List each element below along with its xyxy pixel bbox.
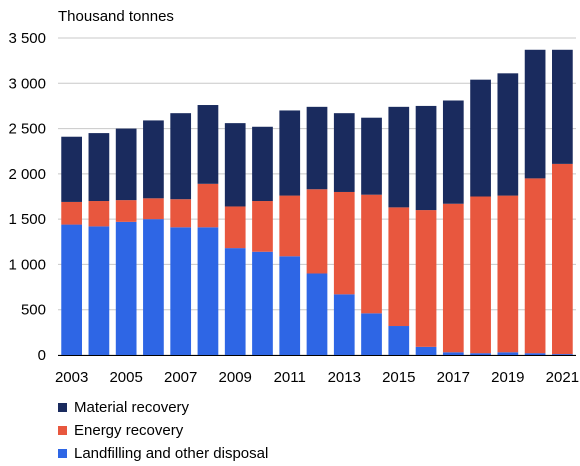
y-axis-unit-label: Thousand tonnes [58, 8, 174, 25]
bar-segment [415, 105, 437, 211]
bar-segment [361, 313, 382, 355]
bar-segment [61, 201, 82, 225]
y-tick-label: 0 [38, 347, 46, 364]
bar-segment [388, 106, 410, 208]
legend-item: Energy recovery [58, 419, 268, 442]
bar-segment [224, 248, 246, 355]
bar-segment [552, 163, 573, 355]
bar-segment [497, 195, 519, 353]
bar-segment [552, 49, 573, 164]
bar-segment [442, 352, 464, 355]
x-tick-label: 2009 [219, 369, 252, 386]
bar-segment [388, 326, 410, 355]
bar-segment [524, 353, 546, 355]
x-tick-label: 2019 [491, 369, 524, 386]
bar-segment [306, 189, 328, 274]
bar-segment [143, 120, 164, 199]
y-tick-label: 1 500 [8, 211, 46, 228]
x-tick-label: 2021 [546, 369, 579, 386]
bar-segment [306, 106, 328, 190]
x-tick-label: 2003 [55, 369, 88, 386]
bar-segment [88, 133, 110, 202]
legend-label: Landfilling and other disposal [74, 445, 269, 462]
x-tick-label: 2015 [382, 369, 415, 386]
bar-segment [552, 354, 573, 355]
x-tick-label: 2007 [164, 369, 197, 386]
bar-segment [197, 227, 219, 355]
bar-segment [470, 196, 491, 354]
bar-segment [224, 206, 246, 249]
bar-segment [88, 226, 110, 355]
bar-segment [524, 49, 546, 179]
legend-swatch [58, 449, 67, 458]
bar-segment [497, 352, 519, 355]
bar-segment [143, 198, 164, 220]
legend-item: Landfilling and other disposal [58, 442, 268, 465]
legend-label: Material recovery [74, 399, 190, 416]
y-tick-label: 500 [21, 302, 46, 319]
x-tick-label: 2005 [109, 369, 142, 386]
bar-segment [470, 353, 491, 355]
y-tick-label: 2 500 [8, 121, 46, 138]
bar-segment [115, 200, 137, 222]
bar-segment [361, 194, 382, 314]
bar-segment [333, 294, 355, 355]
bar-segment [279, 195, 301, 257]
legend-item: Material recovery [58, 396, 268, 419]
x-tick-label: 2011 [274, 369, 306, 386]
bar-segment [415, 346, 437, 355]
legend-label: Energy recovery [74, 422, 184, 439]
bar-segment [115, 128, 137, 201]
bar-segment [470, 79, 491, 197]
bar-segment [524, 178, 546, 354]
x-tick-label: 2013 [328, 369, 361, 386]
bar-segment [306, 273, 328, 355]
bar-segment [361, 117, 382, 195]
bar-segment [388, 207, 410, 327]
bar-segment [115, 221, 137, 355]
y-tick-label: 1 000 [8, 256, 46, 273]
bar-segment [279, 110, 301, 196]
y-tick-label: 2 000 [8, 166, 46, 183]
bar-segment [252, 201, 273, 252]
bar-segment [170, 227, 192, 355]
bar-segment [252, 251, 273, 355]
bar-segment [170, 199, 192, 228]
bar-segment [252, 126, 273, 202]
bar-segment [143, 219, 164, 355]
bar-segment [88, 201, 110, 227]
legend-swatch [58, 426, 67, 435]
chart-plot: 0 500 1 000 1 500 2 000 2 500 3 000 3 500 2003 20… [8, 30, 579, 386]
legend: Material recovery Energy recovery Landfill… [58, 396, 268, 465]
bar-segment [279, 256, 301, 355]
bar-segment [497, 73, 519, 196]
x-tick-label: 2017 [437, 369, 470, 386]
bar-segment [224, 123, 246, 207]
legend-swatch [58, 403, 67, 412]
bar-segment [442, 203, 464, 353]
bar-segment [61, 136, 82, 202]
y-tick-label: 3 500 [8, 30, 46, 47]
y-tick-label: 3 000 [8, 75, 46, 92]
bar-segment [333, 191, 355, 295]
bar-segment [170, 113, 192, 200]
bar-segment [415, 210, 437, 347]
bar-segment [442, 100, 464, 204]
bar-segment [61, 224, 82, 355]
bar-segment [197, 183, 219, 228]
bar-segment [197, 105, 219, 184]
bar-segment [333, 113, 355, 192]
